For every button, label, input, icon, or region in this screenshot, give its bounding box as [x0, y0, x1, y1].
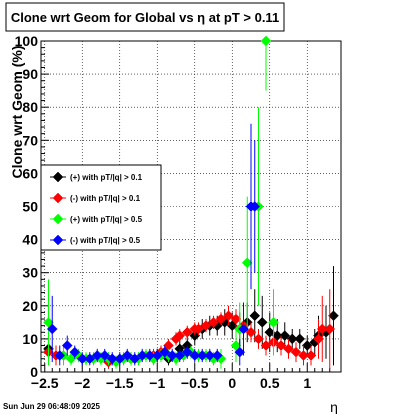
data-point	[151, 350, 163, 361]
data-point	[204, 350, 216, 361]
y-tick-label: 50	[22, 199, 38, 215]
x-tick-label: −1	[149, 375, 165, 391]
data-point	[290, 346, 302, 358]
y-tick-label: 90	[22, 66, 38, 82]
data-point	[283, 343, 294, 355]
data-point	[76, 353, 88, 365]
data-point	[193, 323, 204, 335]
data-point	[91, 350, 103, 361]
y-tick-label: 60	[22, 165, 38, 181]
data-point	[136, 350, 148, 361]
legend-marker	[52, 171, 64, 183]
y-tick-label: 40	[22, 232, 38, 248]
legend-label: (-) with pT/|q| > 0.1	[70, 194, 141, 203]
data-point	[99, 350, 111, 361]
data-point	[215, 313, 227, 325]
data-point	[121, 350, 133, 361]
data-point	[294, 333, 306, 345]
data-point	[84, 353, 96, 365]
data-point	[223, 310, 234, 322]
x-tick-label: 0	[228, 375, 236, 391]
legend-label: (+) with pT/|q| > 0.1	[70, 173, 143, 182]
x-tick-label: −1.5	[106, 375, 134, 391]
y-tick-label: 30	[22, 265, 38, 281]
data-point	[275, 340, 287, 351]
x-tick-label: −2.5	[31, 375, 59, 391]
legend-box	[40, 164, 162, 251]
data-point	[245, 326, 257, 338]
x-tick-label: 1	[303, 375, 311, 391]
data-point	[129, 353, 141, 365]
data-point	[196, 350, 208, 361]
data-point	[166, 350, 178, 361]
data-point	[159, 346, 171, 358]
legend-label: (+) with pT/|q| > 0.5	[70, 215, 143, 224]
y-tick-label: 10	[22, 331, 38, 347]
timestamp: Sun Jun 29 06:48:09 2025	[3, 402, 100, 411]
data-point	[61, 340, 73, 351]
y-tick-label: 70	[22, 132, 38, 148]
y-tick-label: 80	[22, 99, 38, 115]
data-point	[279, 330, 291, 341]
legend-label: (-) with pT/|q| > 0.5	[70, 236, 141, 245]
data-point	[268, 316, 279, 328]
legend-marker	[52, 213, 64, 225]
data-point	[253, 333, 264, 345]
data-point	[181, 346, 193, 358]
x-axis-label: η	[330, 399, 338, 414]
data-point	[181, 326, 193, 338]
data-point	[54, 350, 66, 361]
data-point	[46, 323, 58, 335]
data-point	[174, 330, 186, 341]
chart-title: Clone wrt Geom for Global vs η at pT > 0…	[11, 10, 279, 25]
y-axis-label: Clone wrt Geom (%)	[9, 45, 25, 178]
data-point	[249, 310, 261, 322]
data-point	[260, 35, 272, 47]
data-point	[106, 353, 118, 365]
data-point	[301, 340, 313, 351]
title-box	[5, 2, 285, 32]
data-point	[286, 333, 298, 345]
legend: (+) with pT/|q| > 0.1 (-) with pT/|q| > 0…	[40, 164, 162, 251]
data-point	[144, 350, 156, 361]
data-point	[114, 353, 126, 365]
data-point	[69, 346, 81, 358]
x-tick-label: −2	[74, 375, 90, 391]
data-point	[316, 323, 328, 335]
data-point	[324, 323, 336, 335]
data-point	[305, 350, 317, 361]
legend-marker	[52, 192, 64, 204]
y-tick-label: 100	[15, 33, 39, 49]
data-point	[208, 316, 219, 328]
data-point	[211, 350, 223, 361]
y-tick-label: 20	[22, 298, 38, 314]
axis-layer: 0 10 20 30 40 50 60 70 80 90 100 −2.5 −2 −1.5 −1 −0.5 0 0…	[15, 33, 331, 391]
data-point	[174, 350, 186, 361]
data-layer	[43, 35, 339, 369]
data-point	[189, 350, 201, 361]
data-point	[200, 320, 212, 332]
legend-marker	[52, 234, 64, 246]
data-point	[238, 323, 249, 335]
x-tick-label: −0.5	[181, 375, 209, 391]
series-3	[46, 123, 261, 366]
data-point	[249, 201, 261, 212]
data-point	[260, 340, 272, 351]
data-point	[256, 316, 268, 328]
y-tick-label: 0	[30, 364, 38, 380]
x-tick-label: 0.5	[260, 375, 280, 391]
data-point	[298, 350, 309, 361]
